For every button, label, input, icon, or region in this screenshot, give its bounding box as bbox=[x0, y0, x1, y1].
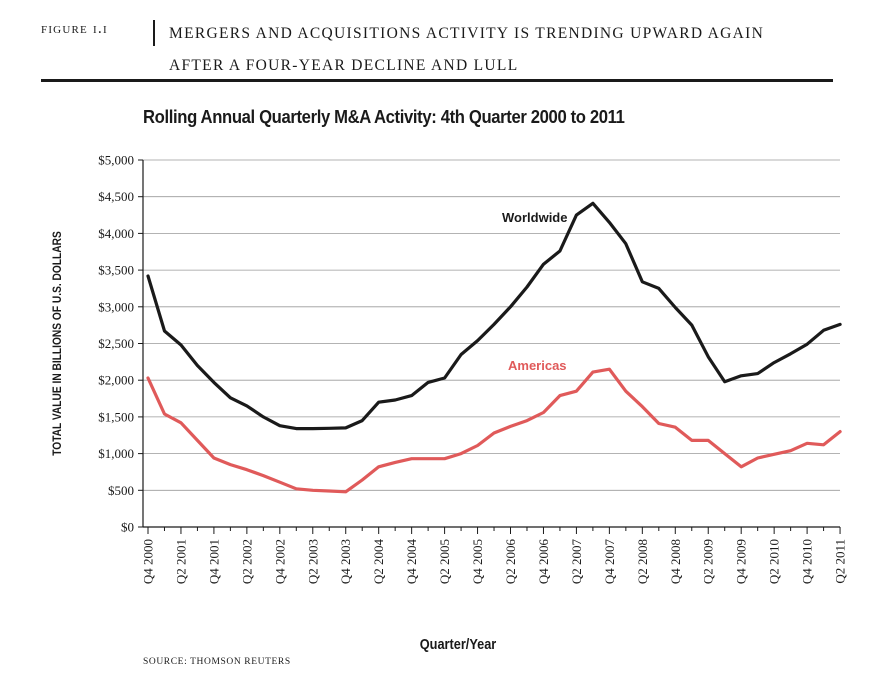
x-tick-label: Q2 2009 bbox=[701, 539, 716, 584]
y-tick-label: $3,500 bbox=[98, 263, 134, 278]
y-tick-label: $0 bbox=[121, 520, 134, 535]
x-tick-label: Q4 2009 bbox=[734, 539, 749, 584]
figure-title: MERGERS AND ACQUISITIONS ACTIVITY IS TRE… bbox=[169, 18, 764, 82]
worldwide-series-label: Worldwide bbox=[502, 210, 567, 225]
x-tick-label: Q2 2007 bbox=[569, 539, 584, 585]
y-tick-label: $2,000 bbox=[98, 373, 134, 388]
y-tick-label: $3,000 bbox=[98, 299, 134, 314]
figure-label: FIGURE I.I bbox=[41, 20, 108, 37]
x-tick-label: Q4 2001 bbox=[206, 539, 221, 584]
figure-title-line2: AFTER A FOUR-YEAR DECLINE AND LULL bbox=[169, 57, 519, 74]
x-tick-label: Q2 2003 bbox=[305, 539, 320, 584]
x-tick-label: Q4 2003 bbox=[338, 539, 353, 584]
y-tick-label: $500 bbox=[108, 483, 134, 498]
axes bbox=[138, 159, 841, 534]
x-tick-label: Q2 2002 bbox=[239, 539, 254, 584]
x-tick-label: Q4 2005 bbox=[470, 539, 485, 584]
x-tick-label: Q4 2002 bbox=[272, 539, 287, 584]
x-tick-labels: Q4 2000 Q2 2001 Q4 2001 Q2 2002 Q4 2002 Q2 20… bbox=[141, 539, 848, 585]
x-tick-label: Q4 2008 bbox=[668, 539, 683, 584]
x-tick-label: Q2 2010 bbox=[767, 539, 782, 584]
x-tick-label: Q4 2010 bbox=[800, 539, 815, 584]
x-tick-label: Q4 2007 bbox=[602, 539, 617, 585]
americas-series-label: Americas bbox=[508, 358, 567, 373]
y-tick-label: $5,000 bbox=[98, 153, 134, 168]
x-tick-label: Q2 2005 bbox=[437, 539, 452, 584]
figure-divider bbox=[153, 20, 155, 46]
y-tick-labels: $0 $500 $1,000 $1,500 $2,000 $2,500 $3,000 $3,5… bbox=[98, 153, 134, 535]
y-tick-label: $2,500 bbox=[98, 336, 134, 351]
americas-line bbox=[146, 367, 842, 494]
x-axis-label: Quarter/Year bbox=[420, 635, 497, 652]
figure-title-line1: MERGERS AND ACQUISITIONS ACTIVITY IS TRE… bbox=[169, 25, 765, 42]
y-tick-label: $4,500 bbox=[98, 189, 134, 204]
series-labels: Worldwide Americas bbox=[502, 210, 567, 373]
x-tick-label: Q2 2004 bbox=[371, 539, 386, 585]
x-tick-label: Q2 2006 bbox=[503, 539, 518, 585]
figure-rule bbox=[41, 79, 833, 82]
chart-title: Rolling Annual Quarterly M&A Activity: 4… bbox=[143, 106, 625, 127]
x-tick-label: Q2 2001 bbox=[173, 539, 188, 584]
source-note: SOURCE: THOMSON REUTERS bbox=[143, 657, 291, 667]
x-tick-label: Q4 2006 bbox=[536, 539, 551, 585]
y-tick-label: $4,000 bbox=[98, 226, 134, 241]
x-tick-label: Q2 2011 bbox=[833, 539, 848, 584]
x-tick-label: Q4 2000 bbox=[141, 539, 156, 584]
figure-header: FIGURE I.I bbox=[41, 14, 841, 84]
y-tick-label: $1,000 bbox=[98, 446, 134, 461]
y-axis-label: TOTAL VALUE IN BILLIONS OF U.S. DOLLARS bbox=[51, 231, 64, 456]
worldwide-line bbox=[146, 201, 842, 431]
y-tick-label: $1,500 bbox=[98, 409, 134, 424]
x-tick-label: Q4 2004 bbox=[404, 539, 419, 585]
series-lines bbox=[146, 201, 842, 494]
x-tick-label: Q2 2008 bbox=[635, 539, 650, 584]
